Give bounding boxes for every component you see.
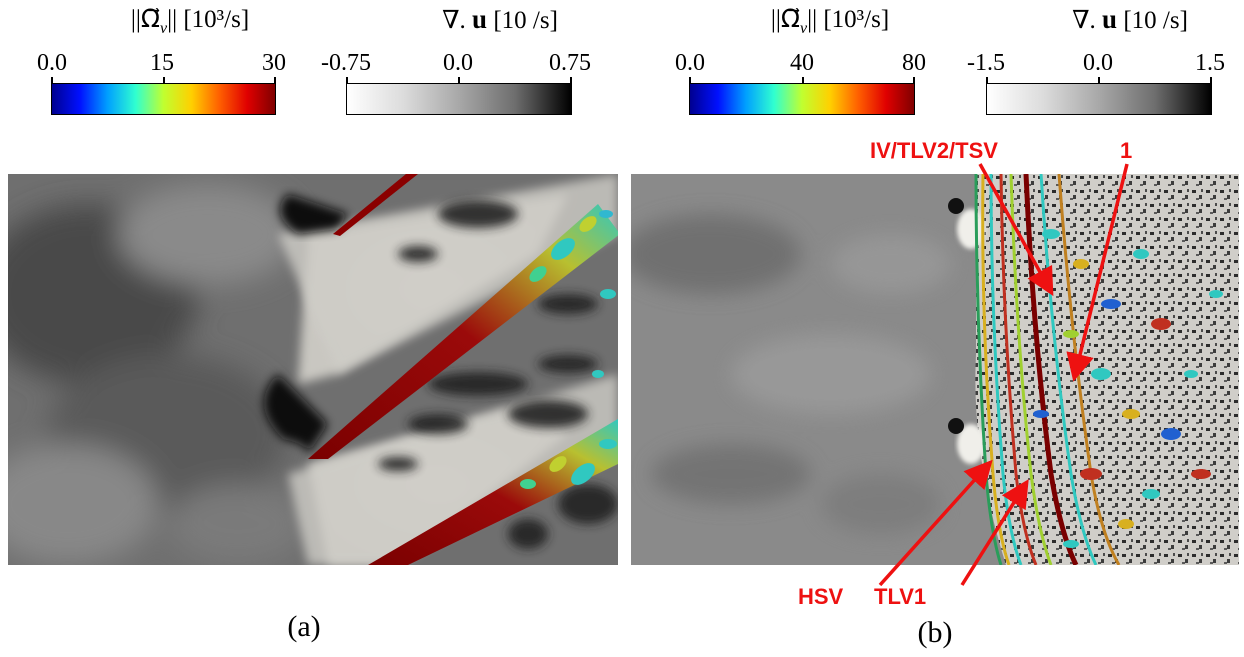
colorbar-tick: 15	[150, 50, 174, 76]
colorbar-tick: 0.0	[37, 50, 67, 76]
colorbar-tick: 0.0	[1083, 50, 1113, 76]
caption-a: (a)	[287, 610, 321, 643]
colorbar-gradient-jet	[51, 77, 276, 115]
colorbar-title: ||Ω⃗v|| [10³/s]	[130, 6, 250, 37]
simulation-panel-a	[8, 174, 618, 565]
colorbar-tick: 1.5	[1195, 50, 1225, 76]
colorbar-gradient-gray	[986, 77, 1212, 115]
colorbar-tick: 0.0	[675, 50, 705, 76]
flow-field-b	[631, 174, 1239, 565]
colorbar-divergence-a: ∇. u [10 /s] -0.75 0.0 0.75	[300, 0, 610, 120]
colorbar-tick: 0.0	[443, 50, 473, 76]
simulation-panel-b	[631, 174, 1239, 565]
label-1: 1	[1120, 138, 1133, 163]
colorbar-title: ∇. u [10 /s]	[1072, 4, 1188, 34]
flow-field-a	[8, 174, 618, 565]
colorbar-tick: 40	[790, 50, 814, 76]
label-iv-tlv2-tsv: IV/TLV2/TSV	[870, 138, 998, 163]
colorbar-tick: 0.75	[549, 50, 591, 76]
label-tlv1: TLV1	[874, 584, 927, 609]
colorbar-vorticity-a: ||Ω⃗v|| [10³/s] 0.0 15 30	[0, 0, 330, 120]
colorbar-tick: 30	[262, 50, 286, 76]
colorbar-gradient-gray	[346, 77, 572, 115]
colorbar-tick: 80	[902, 50, 926, 76]
colorbar-vorticity-b: ||Ω⃗v|| [10³/s] 0.0 40 80	[640, 0, 940, 120]
colorbar-title: ||Ω⃗v|| [10³/s]	[770, 6, 890, 37]
colorbar-title: ∇. u [10 /s]	[442, 4, 558, 34]
colorbar-gradient-jet	[689, 77, 915, 115]
label-hsv: HSV	[798, 584, 844, 609]
colorbar-divergence-b: ∇. u [10 /s] -1.5 0.0 1.5	[940, 0, 1244, 120]
colorbar-tick: -1.5	[967, 50, 1005, 76]
colorbar-tick: -0.75	[321, 50, 371, 76]
caption-b: (b)	[917, 616, 953, 649]
